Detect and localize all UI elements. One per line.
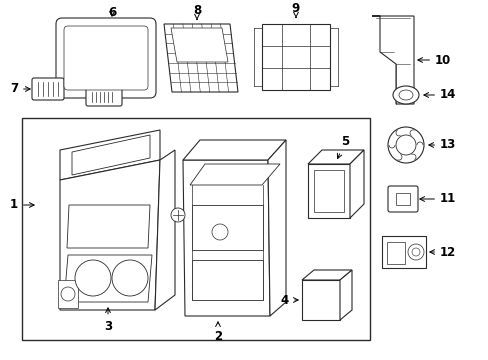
Ellipse shape — [392, 86, 418, 104]
Polygon shape — [183, 140, 285, 160]
Text: 1: 1 — [10, 198, 34, 211]
Text: 10: 10 — [417, 54, 450, 67]
Circle shape — [61, 287, 75, 301]
Text: 11: 11 — [419, 193, 455, 206]
Text: 12: 12 — [429, 246, 455, 258]
Circle shape — [387, 127, 423, 163]
FancyBboxPatch shape — [387, 186, 417, 212]
Circle shape — [112, 260, 148, 296]
Bar — [386, 242, 404, 264]
Polygon shape — [307, 150, 363, 164]
Polygon shape — [155, 150, 175, 310]
Circle shape — [411, 248, 419, 256]
Polygon shape — [190, 164, 280, 185]
Ellipse shape — [398, 90, 412, 100]
Polygon shape — [307, 164, 349, 218]
Text: 6: 6 — [108, 5, 116, 18]
Polygon shape — [302, 270, 351, 280]
Polygon shape — [72, 135, 150, 175]
Polygon shape — [302, 280, 339, 320]
Circle shape — [407, 244, 423, 260]
Circle shape — [395, 135, 415, 155]
Polygon shape — [339, 270, 351, 320]
Polygon shape — [58, 280, 78, 308]
FancyBboxPatch shape — [86, 88, 122, 106]
Polygon shape — [183, 160, 269, 316]
Polygon shape — [60, 130, 160, 180]
Polygon shape — [64, 255, 152, 302]
Text: 2: 2 — [214, 322, 222, 342]
Polygon shape — [313, 170, 343, 212]
FancyBboxPatch shape — [64, 26, 148, 90]
Text: 13: 13 — [428, 139, 455, 152]
Polygon shape — [60, 160, 160, 310]
FancyBboxPatch shape — [32, 78, 64, 100]
Bar — [262, 24, 329, 90]
Text: 3: 3 — [104, 308, 112, 333]
Polygon shape — [371, 16, 413, 104]
Polygon shape — [67, 205, 150, 248]
Text: 7: 7 — [10, 82, 30, 95]
Polygon shape — [349, 150, 363, 218]
Polygon shape — [192, 260, 263, 300]
Text: 5: 5 — [337, 135, 348, 158]
Polygon shape — [267, 140, 285, 316]
FancyBboxPatch shape — [56, 18, 156, 98]
Circle shape — [75, 260, 111, 296]
Circle shape — [212, 224, 227, 240]
Polygon shape — [192, 205, 263, 250]
Bar — [395, 193, 409, 205]
Text: 14: 14 — [423, 89, 455, 102]
Polygon shape — [171, 28, 227, 62]
Circle shape — [171, 208, 184, 222]
Text: 8: 8 — [192, 4, 201, 19]
Bar — [22, 118, 369, 340]
Text: 4: 4 — [280, 293, 298, 306]
Bar — [381, 236, 425, 268]
Text: 9: 9 — [291, 1, 300, 17]
Polygon shape — [163, 24, 238, 92]
